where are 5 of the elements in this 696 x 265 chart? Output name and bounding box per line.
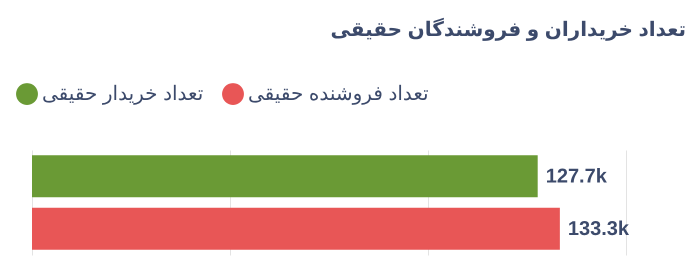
data-label: 133.3k	[568, 218, 630, 240]
data-label: 127.7k	[546, 165, 608, 188]
legend-label: تعداد فروشنده حقیقی	[248, 83, 429, 106]
legend-label: تعداد خریدار حقیقی	[42, 83, 204, 106]
chart-title: تعداد خریداران و فروشندگان حقیقی	[330, 17, 686, 41]
